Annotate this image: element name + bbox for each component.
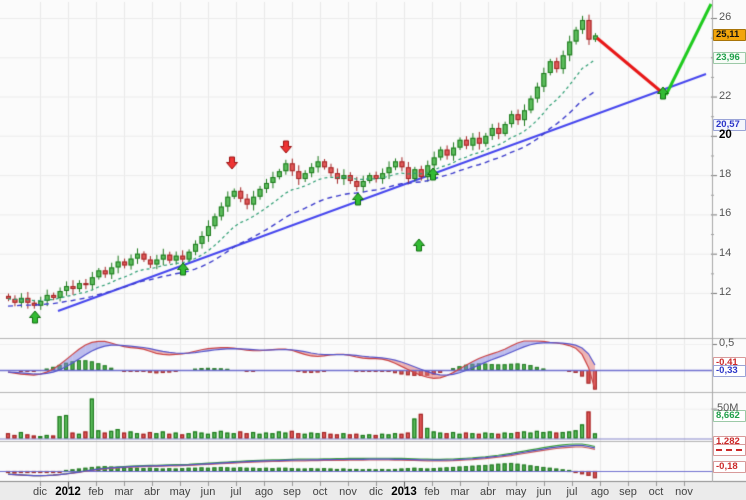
volume-tick: 50M	[717, 402, 739, 415]
month-label: nov	[339, 486, 357, 498]
month-label: dic	[32, 486, 48, 498]
month-label: may	[169, 486, 191, 498]
price-tick-14: 14	[719, 246, 732, 259]
price-tick-22: 22	[719, 89, 732, 102]
month-label: jun	[536, 486, 552, 498]
price-tick-26: 26	[719, 11, 732, 23]
dashed-line-icon	[716, 449, 742, 451]
price-tick-18: 18	[719, 168, 732, 181]
month-label: jul	[566, 486, 578, 498]
macd-tick: 0,5	[719, 337, 735, 349]
oscillator-hist-label: -0,18	[713, 461, 746, 473]
month-label: feb	[424, 486, 440, 498]
price-tick-16: 16	[719, 207, 732, 220]
ema-value-label: 23,96	[713, 52, 746, 65]
month-label: feb	[88, 486, 104, 498]
month-label: abr	[144, 486, 160, 498]
month-label: oct	[312, 486, 328, 498]
oscillator-signal-label	[713, 444, 746, 456]
month-label: sep	[619, 486, 637, 498]
month-label: abr	[480, 486, 496, 498]
month-label: jun	[200, 486, 216, 498]
month-label: sep	[283, 486, 301, 498]
macd-signal-label: -0,33	[713, 365, 746, 377]
price-tick-20: 20	[719, 128, 732, 141]
month-label: mar	[114, 486, 134, 498]
month-label: dic	[368, 486, 384, 498]
month-label: jul	[230, 486, 242, 498]
year-label: 2013	[391, 486, 417, 498]
month-label: mar	[450, 486, 470, 498]
year-label: 2012	[55, 486, 81, 498]
month-label: ago	[254, 486, 274, 498]
price-tick-12: 12	[719, 285, 732, 298]
last-price-label: 25,11	[713, 29, 746, 42]
month-label: oct	[648, 486, 664, 498]
month-label: ago	[590, 486, 610, 498]
month-label: nov	[675, 486, 693, 498]
month-label: may	[505, 486, 527, 498]
